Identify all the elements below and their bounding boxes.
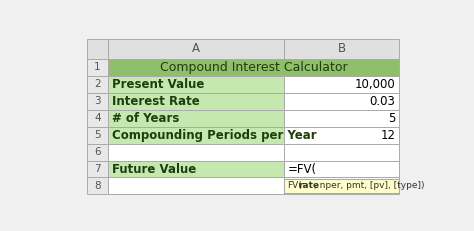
Text: # of Years: # of Years: [112, 112, 179, 125]
Text: Compounding Periods per Year: Compounding Periods per Year: [112, 129, 317, 142]
Text: 3: 3: [94, 96, 100, 106]
Text: 4: 4: [94, 113, 100, 123]
Text: 0.03: 0.03: [370, 95, 395, 108]
Bar: [108, 161, 284, 177]
Bar: [87, 59, 108, 76]
Bar: [108, 127, 284, 144]
Text: FV(: FV(: [287, 182, 301, 190]
Bar: [87, 76, 108, 93]
Bar: [284, 76, 399, 93]
Text: rate: rate: [298, 182, 319, 190]
Text: 6: 6: [94, 147, 100, 157]
Text: 5: 5: [94, 130, 100, 140]
Text: 1: 1: [94, 62, 100, 72]
Bar: [284, 127, 399, 144]
Text: Interest Rate: Interest Rate: [112, 95, 200, 108]
Bar: [108, 177, 284, 195]
Text: 12: 12: [380, 129, 395, 142]
Bar: [87, 127, 108, 144]
Bar: [284, 179, 399, 193]
Bar: [108, 93, 284, 110]
Text: B: B: [337, 43, 346, 55]
Bar: [284, 177, 399, 195]
Text: 10,000: 10,000: [355, 78, 395, 91]
Bar: [284, 161, 399, 177]
Text: Present Value: Present Value: [112, 78, 204, 91]
Bar: [284, 93, 399, 110]
Bar: [87, 110, 108, 127]
Bar: [87, 39, 108, 59]
Bar: [284, 39, 399, 59]
Bar: [108, 39, 284, 59]
Text: =FV(: =FV(: [288, 163, 317, 176]
Text: 8: 8: [94, 181, 100, 191]
Text: 7: 7: [94, 164, 100, 174]
Bar: [87, 144, 108, 161]
Text: , nper, pmt, [pv], [type]): , nper, pmt, [pv], [type]): [314, 182, 425, 190]
Text: A: A: [192, 43, 200, 55]
Text: Future Value: Future Value: [112, 163, 196, 176]
Bar: [284, 144, 399, 161]
Bar: [284, 110, 399, 127]
Bar: [108, 144, 284, 161]
Bar: [108, 59, 399, 76]
Text: Compound Interest Calculator: Compound Interest Calculator: [160, 61, 347, 74]
Text: 5: 5: [388, 112, 395, 125]
Bar: [108, 110, 284, 127]
Bar: [87, 161, 108, 177]
Bar: [108, 76, 284, 93]
Text: 2: 2: [94, 79, 100, 89]
Bar: [87, 93, 108, 110]
Bar: [87, 177, 108, 195]
